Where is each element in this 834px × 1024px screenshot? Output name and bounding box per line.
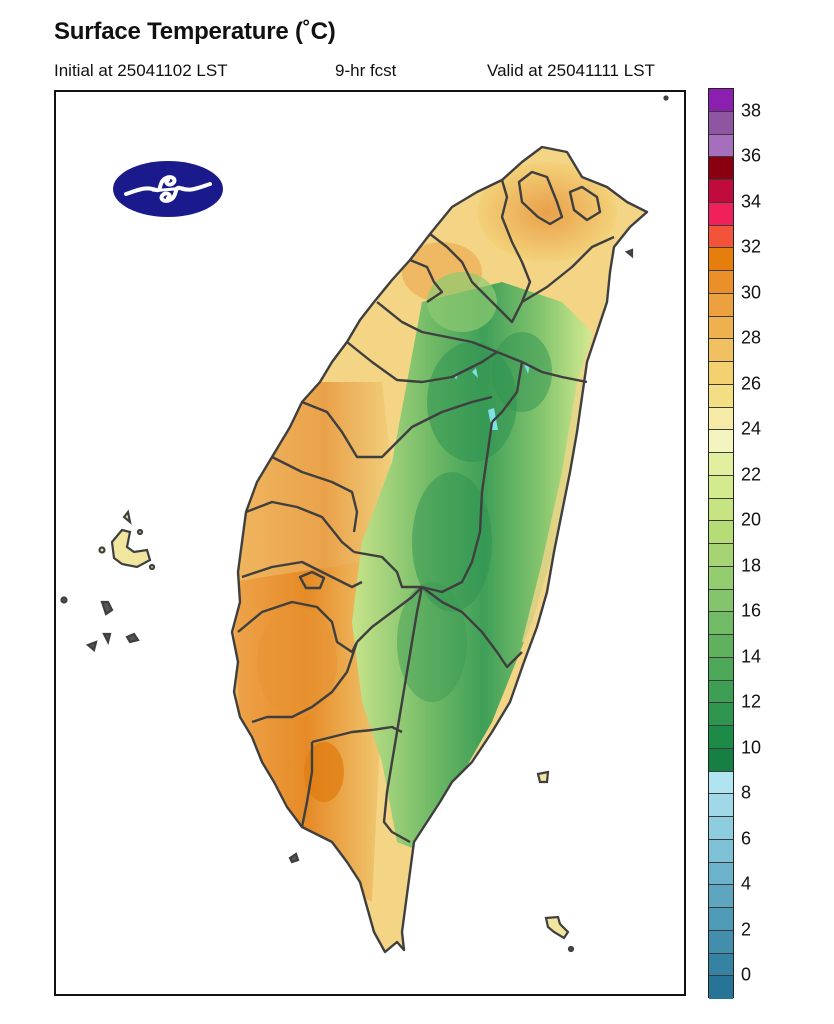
colorbar-swatch — [709, 498, 733, 522]
colorbar-swatch — [709, 589, 733, 613]
colorbar-tick-label: 12 — [741, 691, 762, 712]
colorbar-swatch — [709, 635, 733, 658]
temperature-field — [232, 147, 647, 952]
colorbar-tick-label: 4 — [741, 873, 752, 894]
colorbar-swatch — [709, 180, 733, 203]
colorbar-swatch — [709, 430, 733, 453]
colorbar-swatch — [709, 453, 733, 476]
cwa-logo-icon — [113, 161, 223, 217]
colorbar-swatch — [709, 475, 733, 499]
colorbar-swatch — [709, 908, 733, 931]
colorbar-swatch — [709, 111, 733, 135]
colorbar-swatch — [709, 362, 733, 385]
colorbar-swatch — [709, 703, 733, 726]
colorbar-swatch — [709, 953, 733, 977]
colorbar-swatch — [709, 157, 733, 180]
colorbar-tick-label: 22 — [741, 464, 762, 485]
map-title: Surface Temperature (˚C) — [54, 18, 336, 45]
offshore-islands — [288, 95, 669, 953]
map-frame — [54, 90, 686, 996]
colorbar-tick-label: 38 — [741, 100, 762, 121]
colorbar-tick-label: 20 — [741, 509, 762, 530]
colorbar-swatch — [709, 839, 733, 863]
colorbar-swatch — [709, 271, 733, 294]
colorbar-swatch — [709, 293, 733, 317]
colorbar-tick-label: 36 — [741, 145, 762, 166]
temperature-colorbar — [708, 88, 734, 999]
colorbar-tick-label: 14 — [741, 646, 762, 667]
colorbar-swatch — [709, 248, 733, 271]
colorbar-swatch — [709, 771, 733, 795]
valid-time-label: Valid at 25041111 LST — [487, 61, 655, 80]
colorbar-tick-label: 18 — [741, 555, 762, 576]
colorbar-tick-label: 6 — [741, 828, 752, 849]
colorbar-swatch — [709, 225, 733, 249]
colorbar-swatch — [709, 521, 733, 544]
colorbar-swatch — [709, 89, 733, 112]
colorbar-swatch — [709, 407, 733, 431]
colorbar-tick-label: 30 — [741, 282, 762, 303]
colorbar-swatch — [709, 566, 733, 590]
taiwan-temperature-map — [60, 95, 669, 954]
colorbar-tick-label: 34 — [741, 191, 762, 212]
colorbar-tick-label: 16 — [741, 600, 762, 621]
colorbar-tick-label: 10 — [741, 737, 762, 758]
colorbar-swatch — [709, 612, 733, 635]
colorbar-tick-label: 2 — [741, 919, 752, 940]
colorbar-swatch — [709, 316, 733, 340]
county-borders — [230, 145, 649, 954]
colorbar-swatch — [709, 726, 733, 749]
colorbar-swatch — [709, 680, 733, 704]
colorbar-tick-label: 0 — [741, 964, 752, 985]
colorbar-swatch — [709, 748, 733, 772]
penghu-islands — [60, 509, 156, 652]
colorbar-swatch — [709, 339, 733, 362]
colorbar-swatch — [709, 657, 733, 681]
colorbar-swatch — [709, 930, 733, 954]
colorbar-swatch — [709, 817, 733, 840]
colorbar-swatch — [709, 976, 733, 999]
colorbar-tick-label: 24 — [741, 418, 762, 439]
colorbar-tick-label: 32 — [741, 236, 762, 257]
colorbar-swatch — [709, 885, 733, 908]
colorbar-tick-label: 8 — [741, 782, 752, 803]
colorbar-swatch — [709, 794, 733, 817]
initial-time-label: Initial at 25041102 LST — [54, 61, 228, 80]
colorbar-swatch — [709, 202, 733, 226]
colorbar-tick-label: 26 — [741, 373, 762, 394]
colorbar-swatch — [709, 134, 733, 158]
forecast-hour-label: 9-hr fcst — [335, 61, 397, 80]
colorbar-tick-label: 28 — [741, 327, 762, 348]
colorbar-swatch — [709, 544, 733, 567]
colorbar-swatch — [709, 384, 733, 408]
colorbar-swatch — [709, 862, 733, 886]
